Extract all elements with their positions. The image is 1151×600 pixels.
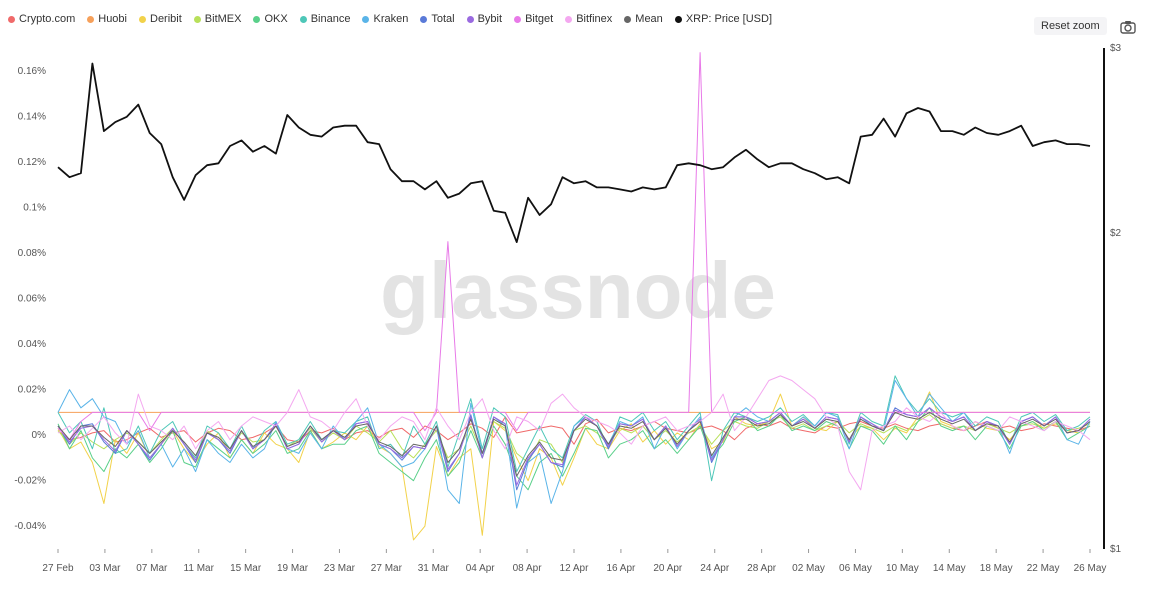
series-line-bitget	[57, 52, 1090, 441]
x-tick-label: 06 May	[839, 563, 872, 574]
legend-item[interactable]: Kraken	[362, 13, 408, 25]
legend-label: OKX	[264, 13, 288, 25]
series-line-xrp-price-usd	[57, 62, 1091, 244]
x-tick-label: 04 Apr	[466, 563, 496, 574]
series-line-bitfinex	[57, 375, 1091, 491]
legend-label: Kraken	[373, 13, 409, 25]
legend-item[interactable]: XRP: Price [USD]	[674, 13, 772, 25]
series-line-okx	[57, 407, 1091, 491]
legend-item[interactable]: Bitget	[514, 13, 553, 25]
series-line-crypto-com	[57, 416, 1091, 445]
legend-label: Bitget	[525, 13, 554, 25]
legend-dot	[193, 15, 201, 23]
left-axis: -0.04% -0.02% 0% 0.02% 0.04% 0.06% 0.08% 0.1% 0.…	[14, 66, 46, 532]
x-tick-label: 24 Apr	[700, 563, 730, 574]
x-tick-label: 08 Apr	[513, 563, 543, 574]
legend-dot	[514, 15, 522, 23]
y-tick-label: -0.04%	[14, 521, 46, 532]
y-tick-label: 0.1%	[23, 202, 46, 213]
legend-item[interactable]: Huobi	[87, 13, 127, 25]
x-tick-label: 11 Mar	[184, 563, 215, 574]
right-axis: $1 $2 $3	[1103, 43, 1122, 555]
y-tick-label: 0.08%	[18, 248, 46, 259]
x-tick-label: 23 Mar	[324, 563, 356, 574]
legend-dot	[420, 15, 428, 23]
legend-dot	[8, 15, 15, 23]
legend-item[interactable]: Binance	[299, 13, 351, 25]
x-tick-label: 10 May	[886, 563, 919, 574]
legend-label: Total	[431, 13, 455, 25]
legend-item[interactable]: Crypto.com	[8, 13, 75, 25]
legend-label: XRP: Price [USD]	[685, 13, 772, 25]
watermark: glassnode	[380, 246, 776, 335]
legend-item[interactable]: Deribit	[139, 13, 182, 25]
legend-dot	[362, 15, 370, 23]
y-tick-label: 0.02%	[18, 385, 46, 396]
x-tick-label: 16 Apr	[606, 563, 636, 574]
legend-label: Bybit	[477, 13, 503, 25]
series-line-mean	[57, 411, 1091, 477]
legend-dot	[565, 15, 573, 23]
y-tick-label: 0.04%	[18, 339, 46, 350]
legend-label: Crypto.com	[19, 13, 76, 25]
legend-item[interactable]: Bybit	[466, 13, 503, 25]
legend-item[interactable]: OKX	[253, 13, 288, 25]
chart-legend: Crypto.com Huobi Deribit BitMEX OKX Binance Kr…	[8, 13, 772, 25]
x-tick-label: 28 Apr	[747, 563, 777, 574]
y-tick-label: 0.12%	[18, 157, 46, 168]
x-axis: 27 Feb 03 Mar 07 Mar 11 Mar 15 Mar 19 Mar 23 M…	[42, 549, 1106, 574]
x-tick-label: 20 Apr	[653, 563, 683, 574]
legend-dot	[624, 15, 632, 23]
y-tick-label: 0.16%	[18, 66, 46, 77]
x-tick-label: 03 Mar	[89, 563, 121, 574]
x-tick-label: 26 May	[1074, 563, 1107, 574]
legend-dot	[466, 15, 474, 23]
series-line-deribit	[57, 391, 1091, 541]
y-right-tick-label: $1	[1110, 544, 1122, 555]
y-tick-label: -0.02%	[14, 476, 46, 487]
legend-item[interactable]: Mean	[624, 13, 663, 25]
legend-label: Deribit	[150, 13, 182, 25]
legend-item[interactable]: BitMEX	[193, 13, 242, 25]
series-line-binance	[57, 375, 1091, 482]
series-line-total	[57, 407, 1091, 491]
x-tick-label: 02 May	[792, 563, 825, 574]
x-tick-label: 07 Mar	[136, 563, 168, 574]
camera-icon[interactable]	[1118, 18, 1138, 36]
legend-label: BitMEX	[204, 13, 242, 25]
x-tick-label: 27 Mar	[371, 563, 403, 574]
legend-label: Mean	[635, 13, 663, 25]
reset-zoom-button[interactable]: Reset zoom	[1034, 17, 1107, 35]
x-tick-label: 19 Mar	[277, 563, 309, 574]
y-right-tick-label: $3	[1110, 43, 1122, 54]
y-tick-label: 0.06%	[18, 294, 46, 305]
legend-dot	[253, 15, 261, 23]
x-tick-label: 14 May	[933, 563, 966, 574]
legend-dot	[299, 15, 307, 23]
x-tick-label: 15 Mar	[230, 563, 262, 574]
x-tick-label: 12 Apr	[560, 563, 590, 574]
series-lines	[57, 52, 1091, 541]
legend-label: Bitfinex	[576, 13, 613, 25]
legend-label: Huobi	[98, 13, 127, 25]
x-tick-label: 22 May	[1027, 563, 1060, 574]
x-tick-label: 18 May	[980, 563, 1013, 574]
x-tick-label: 27 Feb	[42, 563, 74, 574]
legend-label: Binance	[310, 13, 351, 25]
legend-item[interactable]: Bitfinex	[565, 13, 612, 25]
y-right-tick-label: $2	[1110, 228, 1122, 239]
legend-item[interactable]: Total	[420, 13, 455, 25]
legend-dot	[87, 15, 95, 23]
y-tick-label: 0.14%	[18, 111, 46, 122]
x-tick-label: 31 Mar	[418, 563, 450, 574]
legend-dot	[674, 15, 682, 23]
y-tick-label: 0%	[32, 430, 47, 441]
legend-dot	[139, 15, 146, 23]
